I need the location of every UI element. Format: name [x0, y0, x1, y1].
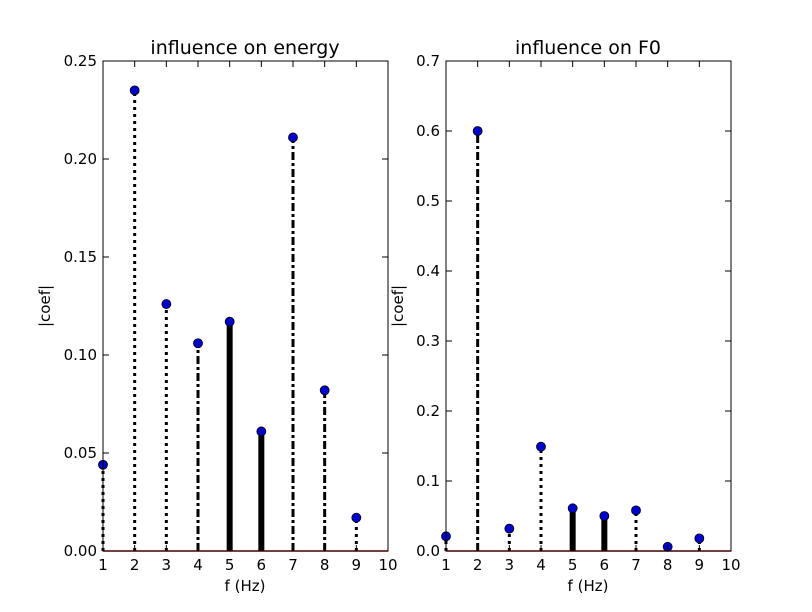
ytick-label-energy-0.10: 0.10 — [64, 346, 97, 364]
stems-energy — [98, 85, 388, 552]
xtick-label-energy-9: 9 — [352, 556, 362, 574]
x-axis-label-energy: f (Hz) — [225, 577, 266, 595]
xtick-label-energy-7: 7 — [288, 556, 298, 574]
ytick-label-f0-0.1: 0.1 — [416, 472, 440, 490]
xtick-label-f0-9: 9 — [695, 556, 705, 574]
xtick-label-f0-6: 6 — [600, 556, 610, 574]
ytick-label-f0-0.3: 0.3 — [416, 332, 440, 350]
xtick-label-energy-10: 10 — [378, 556, 397, 574]
xtick-label-energy-2: 2 — [130, 556, 140, 574]
marker-energy-8 — [319, 385, 330, 396]
xtick-label-energy-4: 4 — [193, 556, 203, 574]
marker-energy-5 — [224, 316, 235, 327]
xtick-label-energy-3: 3 — [162, 556, 172, 574]
ytick-label-energy-0.15: 0.15 — [64, 248, 97, 266]
xtick-label-energy-5: 5 — [225, 556, 235, 574]
marker-energy-9 — [351, 512, 362, 523]
xtick-label-f0-1: 1 — [441, 556, 451, 574]
ytick-label-f0-0.0: 0.0 — [416, 542, 440, 560]
ytick-label-energy-0.05: 0.05 — [64, 444, 97, 462]
y-axis-label-f0: |coef| — [389, 285, 407, 327]
marker-f0-7 — [631, 505, 641, 516]
marker-energy-4 — [193, 338, 203, 349]
marker-f0-2 — [472, 126, 483, 136]
ytick-label-energy-0.00: 0.00 — [64, 542, 97, 560]
y-axis-label-energy: |coef| — [36, 285, 54, 327]
subplot-energy: influence on energy f (Hz) |coef| 1 2 3 4 5 6… — [36, 37, 398, 595]
stems-f0 — [441, 126, 731, 552]
marker-energy-6 — [256, 426, 267, 437]
xtick-label-f0-5: 5 — [568, 556, 578, 574]
marker-f0-5 — [567, 503, 578, 514]
marker-energy-7 — [288, 132, 298, 143]
ytick-label-f0-0.7: 0.7 — [416, 52, 440, 70]
chart-title-energy: influence on energy — [150, 37, 339, 59]
xtick-label-energy-6: 6 — [257, 556, 267, 574]
xtick-label-energy-1: 1 — [98, 556, 108, 574]
marker-f0-9 — [694, 533, 705, 544]
marker-f0-4 — [536, 441, 546, 452]
ytick-label-energy-0.20: 0.20 — [64, 150, 97, 168]
xtick-label-f0-7: 7 — [631, 556, 641, 574]
plot-frame-f0 — [445, 60, 732, 552]
ytick-label-f0-0.2: 0.2 — [416, 402, 440, 420]
marker-energy-3 — [161, 299, 172, 309]
xtick-label-f0-3: 3 — [505, 556, 515, 574]
ytick-label-f0-0.4: 0.4 — [416, 262, 440, 280]
plot-frame-energy — [102, 60, 389, 552]
xtick-label-f0-10: 10 — [721, 556, 740, 574]
xtick-label-f0-2: 2 — [473, 556, 483, 574]
ytick-label-f0-0.5: 0.5 — [416, 192, 440, 210]
xtick-label-f0-4: 4 — [536, 556, 546, 574]
marker-energy-2 — [129, 85, 140, 96]
ytick-label-f0-0.6: 0.6 — [416, 122, 440, 140]
chart-title-f0: influence on F0 — [515, 37, 661, 59]
xtick-label-energy-8: 8 — [320, 556, 330, 574]
ytick-label-energy-0.25: 0.25 — [64, 52, 97, 70]
x-axis-label-f0: f (Hz) — [568, 577, 609, 595]
xtick-label-f0-8: 8 — [663, 556, 673, 574]
marker-f0-6 — [599, 511, 610, 521]
marker-f0-3 — [504, 523, 515, 534]
